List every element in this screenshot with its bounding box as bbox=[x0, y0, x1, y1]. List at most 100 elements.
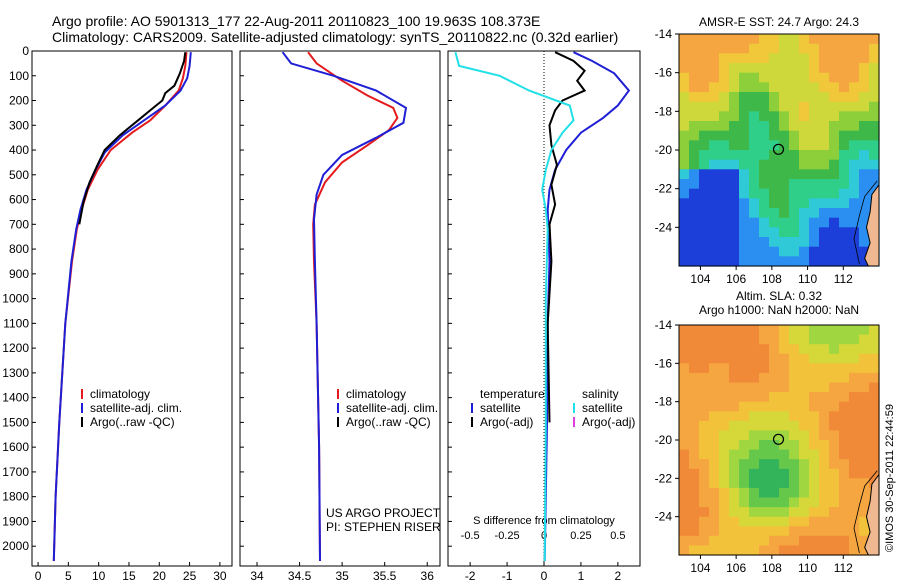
map-cell bbox=[679, 72, 690, 83]
plot-frame bbox=[31, 50, 233, 567]
map-cell bbox=[849, 140, 860, 151]
map-cell bbox=[689, 535, 700, 546]
map-cell bbox=[829, 459, 840, 470]
map-cell bbox=[799, 159, 810, 170]
map-cell bbox=[749, 440, 760, 451]
map-cell bbox=[769, 372, 780, 384]
map-cell bbox=[729, 420, 740, 431]
map-cell bbox=[769, 507, 780, 518]
credit-label: ©IMOS 30-Sep-2011 22:44:59 bbox=[884, 404, 896, 552]
map-cell bbox=[789, 246, 800, 257]
map-cell bbox=[799, 392, 810, 403]
map-cell bbox=[699, 256, 710, 267]
map-cell bbox=[689, 169, 700, 180]
map-cell bbox=[729, 401, 740, 412]
map-cell bbox=[769, 34, 780, 45]
map-cell bbox=[769, 198, 780, 209]
map-cell bbox=[789, 526, 800, 537]
map-cell bbox=[829, 256, 840, 267]
map-cell bbox=[769, 256, 780, 267]
map-cell bbox=[819, 468, 830, 479]
x-tick-label: 0 bbox=[35, 569, 42, 580]
map-cell bbox=[679, 487, 690, 499]
map-cell bbox=[849, 169, 860, 180]
map-cell bbox=[679, 497, 690, 508]
map-cell bbox=[789, 516, 800, 527]
map-cell bbox=[829, 526, 840, 537]
map-cell bbox=[809, 53, 820, 64]
legend-label: Argo(-adj) bbox=[582, 415, 635, 429]
map-cell bbox=[819, 478, 830, 489]
map-cell bbox=[769, 82, 780, 93]
map-cell bbox=[809, 507, 820, 518]
map-x-tick-label: 112 bbox=[834, 561, 853, 575]
map-cell bbox=[829, 363, 840, 374]
map-cell bbox=[789, 363, 800, 374]
map-cell bbox=[779, 198, 790, 209]
legend-label: Argo(..raw -QC) bbox=[90, 415, 175, 429]
map-cell bbox=[759, 325, 770, 336]
map-cell bbox=[769, 111, 780, 122]
map-cell bbox=[869, 411, 880, 422]
map-cell bbox=[779, 111, 790, 122]
map-cell bbox=[689, 188, 700, 199]
map-cell bbox=[719, 392, 730, 403]
map-cell bbox=[749, 382, 760, 393]
map-cell bbox=[699, 121, 710, 132]
map-cell bbox=[809, 63, 820, 74]
x-tick-label: 34.5 bbox=[288, 569, 312, 580]
map-cell bbox=[859, 198, 870, 209]
map-cell bbox=[859, 188, 870, 199]
map-cell bbox=[869, 72, 880, 83]
x-tick-label: 15 bbox=[122, 569, 136, 580]
map-cell bbox=[719, 372, 730, 384]
map-cell bbox=[689, 325, 700, 336]
map-cell bbox=[749, 246, 760, 257]
map-cell bbox=[739, 53, 750, 64]
map-cell bbox=[789, 497, 800, 508]
map-cell bbox=[839, 150, 850, 161]
map-cell bbox=[689, 179, 700, 190]
map-cell bbox=[849, 382, 860, 393]
map-cell bbox=[739, 411, 750, 422]
map-cell bbox=[699, 535, 710, 546]
map-cell bbox=[869, 92, 880, 103]
map-cell bbox=[769, 72, 780, 83]
map-cell bbox=[869, 325, 880, 336]
map-cell bbox=[769, 325, 780, 336]
map-cell bbox=[739, 217, 750, 228]
map-cell bbox=[739, 334, 750, 345]
map-cell bbox=[859, 179, 870, 190]
map-cell bbox=[749, 526, 760, 537]
map-cell bbox=[809, 246, 820, 257]
map-cell bbox=[829, 92, 840, 103]
map-cell bbox=[789, 430, 800, 441]
map-cell bbox=[789, 159, 800, 170]
map-y-tick-label: -18 bbox=[655, 104, 673, 118]
map-cell bbox=[749, 401, 760, 412]
map-cell bbox=[839, 449, 850, 460]
map-cell bbox=[759, 53, 770, 64]
map-cell bbox=[679, 535, 690, 546]
map-cell bbox=[829, 188, 840, 199]
map-cell bbox=[679, 159, 690, 170]
map-cell bbox=[869, 169, 880, 180]
map-cell bbox=[809, 121, 820, 132]
map-cell bbox=[759, 150, 770, 161]
y-tick-label: 700 bbox=[9, 217, 29, 231]
map-cell bbox=[719, 468, 730, 479]
map-cell bbox=[729, 140, 740, 151]
map-cell bbox=[869, 130, 880, 141]
map-cell bbox=[829, 449, 840, 460]
temperature-panel: 0100200300400500600700800900100011001200… bbox=[2, 44, 233, 580]
map-cell bbox=[779, 34, 790, 45]
map-cell bbox=[779, 43, 790, 54]
map-cell bbox=[799, 237, 810, 248]
map-cell bbox=[829, 478, 840, 489]
map-cell bbox=[759, 526, 770, 537]
map-cell bbox=[789, 101, 800, 112]
map-cell bbox=[819, 159, 830, 170]
map-cell bbox=[869, 392, 880, 403]
isobath-line bbox=[853, 470, 878, 554]
map-cell bbox=[799, 487, 810, 499]
